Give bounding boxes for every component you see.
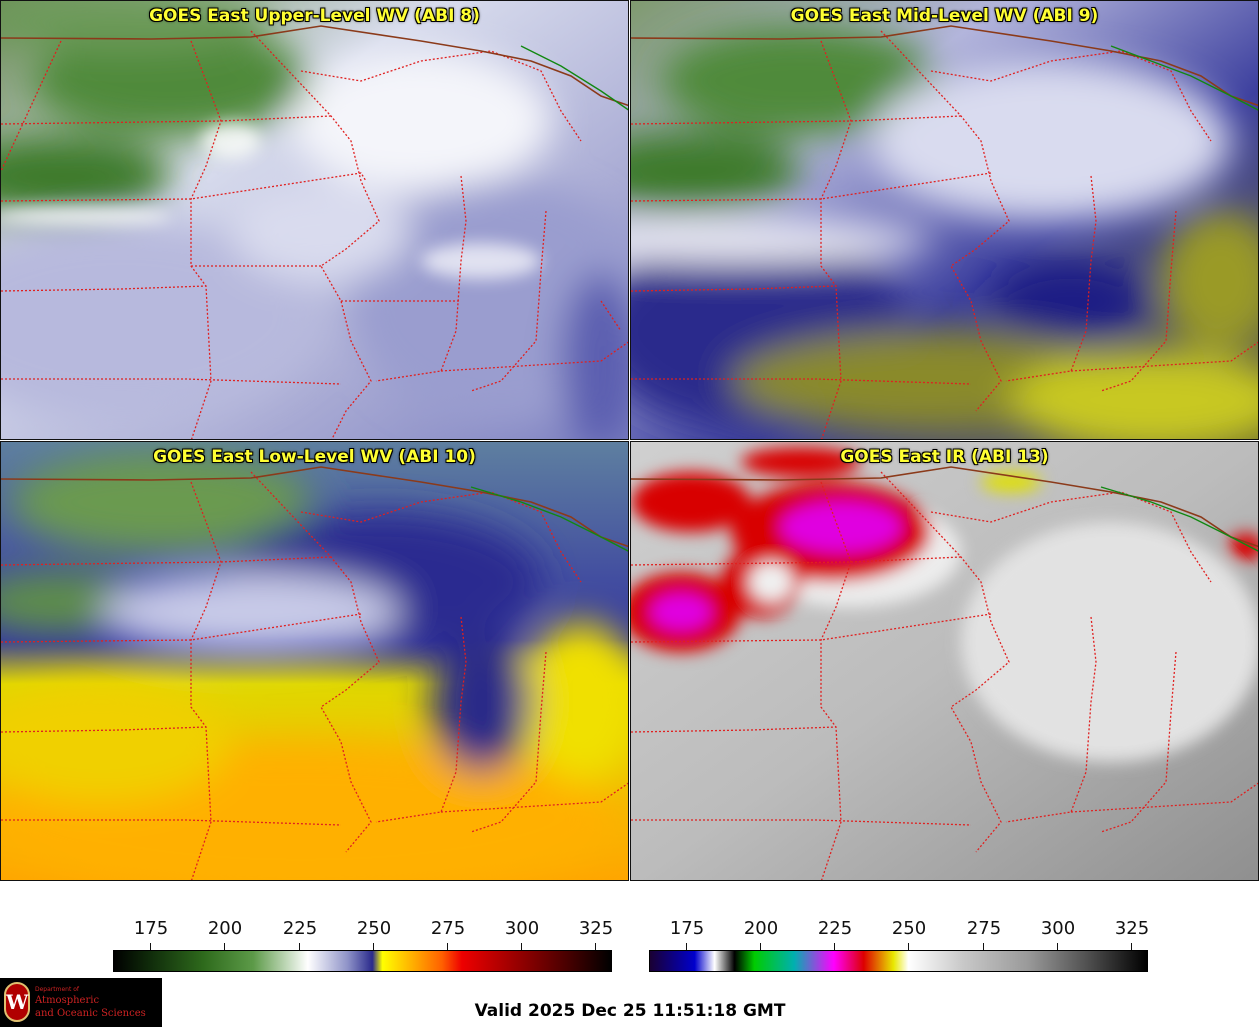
ir-colorbar bbox=[649, 950, 1148, 972]
valid-time: Valid 2025 Dec 25 11:51:18 GMT bbox=[474, 1001, 786, 1021]
tick-label: 300 bbox=[1038, 918, 1078, 950]
ir-image bbox=[631, 442, 1258, 880]
tick-label: 275 bbox=[428, 918, 468, 950]
logo-line-atmospheric: Atmospheric bbox=[35, 995, 100, 1006]
low-level-wv-image bbox=[1, 442, 628, 880]
panel-title: GOES East Mid-Level WV (ABI 9) bbox=[790, 6, 1099, 26]
mid-level-wv-panel: GOES East Mid-Level WV (ABI 9) bbox=[630, 0, 1259, 440]
mid-level-wv-image bbox=[631, 1, 1258, 439]
tick-label: 300 bbox=[502, 918, 542, 950]
logo-line-oceanic: and Oceanic Sciences bbox=[35, 1008, 146, 1019]
tick-label: 175 bbox=[667, 918, 707, 950]
tick-label: 275 bbox=[964, 918, 1004, 950]
tick-label: 325 bbox=[1112, 918, 1152, 950]
tick-label: 200 bbox=[741, 918, 781, 950]
tick-label: 325 bbox=[576, 918, 616, 950]
tick-label: 175 bbox=[131, 918, 171, 950]
upper-level-wv-image bbox=[1, 1, 628, 439]
ir-colorbar-ticks: 175 200 225 250 275 300 325 bbox=[649, 918, 1149, 950]
panel-title: GOES East Upper-Level WV (ABI 8) bbox=[149, 6, 480, 26]
panel-title: GOES East IR (ABI 13) bbox=[840, 447, 1049, 467]
panel-title: GOES East Low-Level WV (ABI 10) bbox=[153, 447, 476, 467]
tick-label: 225 bbox=[815, 918, 855, 950]
wv-colorbar bbox=[113, 950, 612, 972]
aos-logo: W Department of Atmospheric and Oceanic … bbox=[0, 978, 162, 1027]
uw-crest-icon: W bbox=[4, 982, 30, 1022]
tick-label: 250 bbox=[354, 918, 394, 950]
ir-panel: GOES East IR (ABI 13) bbox=[630, 441, 1259, 881]
upper-level-wv-panel: GOES East Upper-Level WV (ABI 8) bbox=[0, 0, 629, 440]
tick-label: 225 bbox=[280, 918, 320, 950]
tick-label: 250 bbox=[889, 918, 929, 950]
low-level-wv-panel: GOES East Low-Level WV (ABI 10) bbox=[0, 441, 629, 881]
logo-department: Department of bbox=[35, 986, 79, 993]
wv-colorbar-ticks: 175 200 225 250 275 300 325 bbox=[113, 918, 613, 950]
tick-label: 200 bbox=[205, 918, 245, 950]
